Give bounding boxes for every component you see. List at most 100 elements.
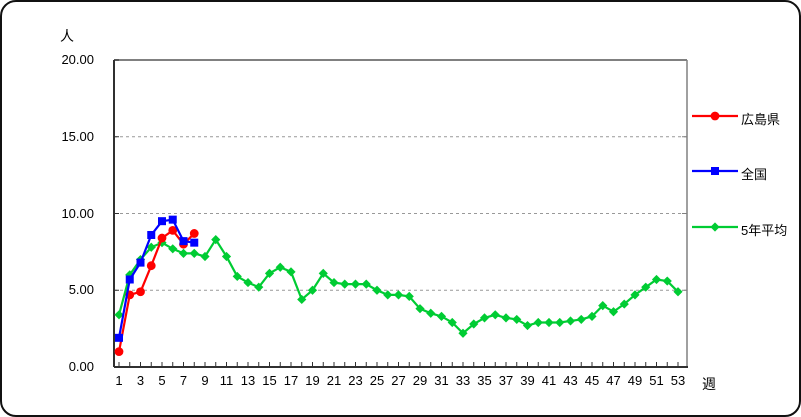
diamond-marker [533, 317, 543, 328]
x-tick-label: 21 [326, 373, 342, 388]
diamond-marker [264, 268, 275, 278]
series-line [117, 237, 679, 335]
x-tick-label: 33 [455, 373, 471, 388]
diamond-marker [329, 277, 339, 288]
y-tick-label: 20.00 [61, 52, 94, 67]
diamond-marker [630, 290, 640, 300]
diamond-marker [555, 317, 565, 328]
diamond-marker [297, 294, 307, 305]
x-tick-label: 7 [179, 373, 188, 388]
x-tick-label: 45 [584, 373, 600, 388]
square-marker [158, 217, 166, 226]
legend-label: 5年平均 [741, 222, 788, 238]
diamond-marker [501, 313, 511, 323]
x-tick-label: 35 [477, 373, 492, 388]
square-marker [179, 237, 188, 246]
diamond-marker [447, 317, 457, 328]
diamond-marker [587, 311, 597, 321]
x-tick-label: 11 [219, 373, 234, 388]
x-tick-label: 3 [136, 373, 145, 388]
diamond-marker [254, 282, 264, 292]
legend-swatch [692, 166, 738, 175]
diamond-marker [479, 313, 490, 323]
diamond-marker [576, 314, 586, 325]
diamond-marker [544, 317, 554, 328]
x-tick-label: 37 [498, 373, 514, 388]
x-tick-label: 15 [262, 373, 277, 388]
diamond-marker [221, 251, 232, 262]
diamond-marker [383, 290, 393, 300]
diamond-marker [211, 234, 221, 245]
y-tick-label: 15.00 [61, 128, 94, 144]
diamond-marker [340, 279, 350, 289]
circle-marker [136, 287, 145, 297]
x-tick-label: 39 [520, 373, 535, 388]
diamond-marker [350, 279, 361, 289]
series-5yr-average [114, 234, 683, 338]
diamond-marker [372, 285, 382, 295]
x-tick-label: 29 [412, 373, 428, 388]
x-tick-label: 23 [348, 373, 363, 388]
x-tick-label: 13 [240, 373, 256, 388]
diamond-marker [275, 262, 285, 272]
legend-line-circle-marker [692, 109, 738, 128]
diamond-marker [608, 307, 619, 317]
diamond-marker [243, 277, 253, 288]
circle-marker [157, 233, 167, 243]
diamond-marker [641, 282, 651, 292]
x-axis-title: 週 [702, 376, 716, 392]
diamond-marker [286, 267, 296, 277]
diamond-marker [307, 285, 318, 295]
x-tick-label: 47 [606, 373, 621, 388]
diamond-marker [125, 270, 135, 280]
diamond-marker [361, 279, 371, 289]
legend-item-hiroshima: 広島県 [692, 109, 781, 128]
square-marker [136, 258, 145, 267]
diamond-marker [436, 311, 447, 321]
x-tick-label: 53 [670, 373, 686, 388]
y-tick-label: 10.00 [61, 205, 94, 221]
diamond-marker [318, 268, 328, 278]
square-marker [168, 215, 177, 224]
legend-label: 広島県 [741, 111, 781, 127]
diamond-marker [178, 248, 189, 259]
y-axis-title: 人 [60, 28, 74, 44]
diamond-marker [673, 287, 683, 297]
legend-item-zenkoku: 全国 [692, 164, 767, 183]
legend: 広島県 全国 5年平均 [692, 2, 799, 415]
x-tick-label: 1 [115, 373, 123, 388]
square-marker [190, 238, 199, 247]
legend-line-diamond-marker [692, 220, 738, 239]
x-tick-label: 25 [369, 373, 385, 388]
diamond-marker [415, 304, 425, 314]
diamond-marker [598, 301, 608, 311]
square-marker [115, 333, 123, 342]
x-tick-label: 5 [158, 373, 166, 388]
legend-line-square-marker [692, 164, 738, 183]
diamond-marker [512, 314, 522, 325]
diamond-marker [168, 244, 178, 254]
x-tick-label: 17 [283, 373, 299, 388]
diamond-marker [522, 320, 533, 331]
diamond-marker [662, 276, 672, 286]
x-tick-label: 49 [627, 373, 643, 388]
y-tick-label: 5.00 [68, 282, 94, 298]
series-zenkoku [115, 215, 199, 342]
diamond-marker [490, 310, 500, 320]
diamond-marker [710, 221, 720, 232]
x-tick-label: 9 [201, 373, 209, 388]
diamond-marker [651, 274, 662, 285]
legend-item-5yr-average: 5年平均 [692, 220, 788, 239]
x-tick-label: 43 [563, 373, 578, 388]
diamond-marker [426, 308, 436, 318]
diamond-marker [458, 328, 468, 338]
diamond-marker [619, 299, 629, 309]
x-tick-label: 27 [391, 373, 406, 388]
diamond-marker [189, 248, 199, 259]
circle-marker [168, 225, 178, 235]
circle-marker [114, 347, 124, 357]
diamond-marker [232, 271, 242, 282]
diamond-marker [114, 310, 124, 320]
